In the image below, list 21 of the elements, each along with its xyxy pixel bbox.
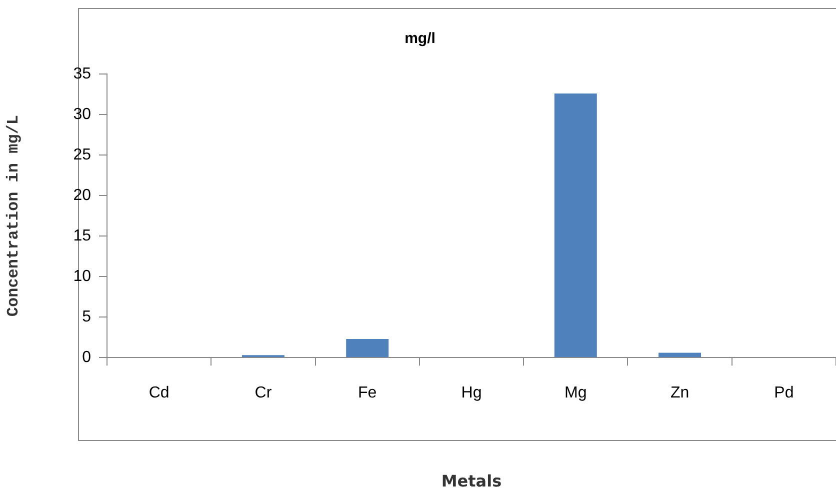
bar <box>554 93 597 358</box>
x-tick-label: Mg <box>564 384 587 402</box>
y-axis-title: Concentration in mg/L <box>4 114 23 317</box>
x-tick-label: Zn <box>670 384 690 402</box>
y-tick-label: 0 <box>82 349 92 366</box>
y-tick-label: 20 <box>73 186 92 204</box>
y-tick-label: 30 <box>73 106 92 123</box>
y-tick-label: 35 <box>73 65 92 82</box>
y-tick-label: 5 <box>82 308 92 326</box>
bar <box>658 352 702 358</box>
x-tick-label: Pd <box>774 384 794 402</box>
x-tick-label: Cd <box>148 384 170 402</box>
x-tick-label: Cr <box>254 384 272 402</box>
x-axis-title: Metals <box>441 472 502 491</box>
x-tick-label: Fe <box>358 384 377 402</box>
chart-title: mg/l <box>404 30 436 48</box>
y-tick-label: 10 <box>73 268 92 285</box>
y-tick-label: 25 <box>73 146 92 164</box>
y-tick-label: 15 <box>73 227 92 244</box>
bar <box>346 338 389 358</box>
x-tick-label: Hg <box>461 384 482 402</box>
